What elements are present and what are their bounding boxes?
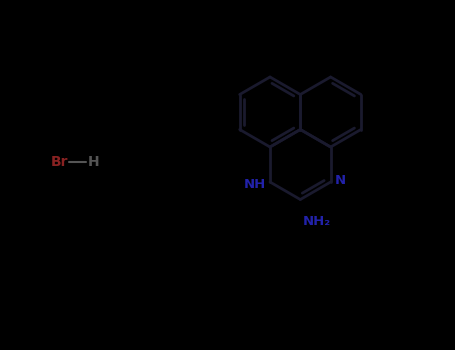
Text: NH: NH <box>244 177 266 190</box>
Text: NH₂: NH₂ <box>302 215 330 228</box>
Text: N: N <box>334 174 346 187</box>
Text: Br: Br <box>51 155 68 169</box>
Text: H: H <box>88 155 100 169</box>
